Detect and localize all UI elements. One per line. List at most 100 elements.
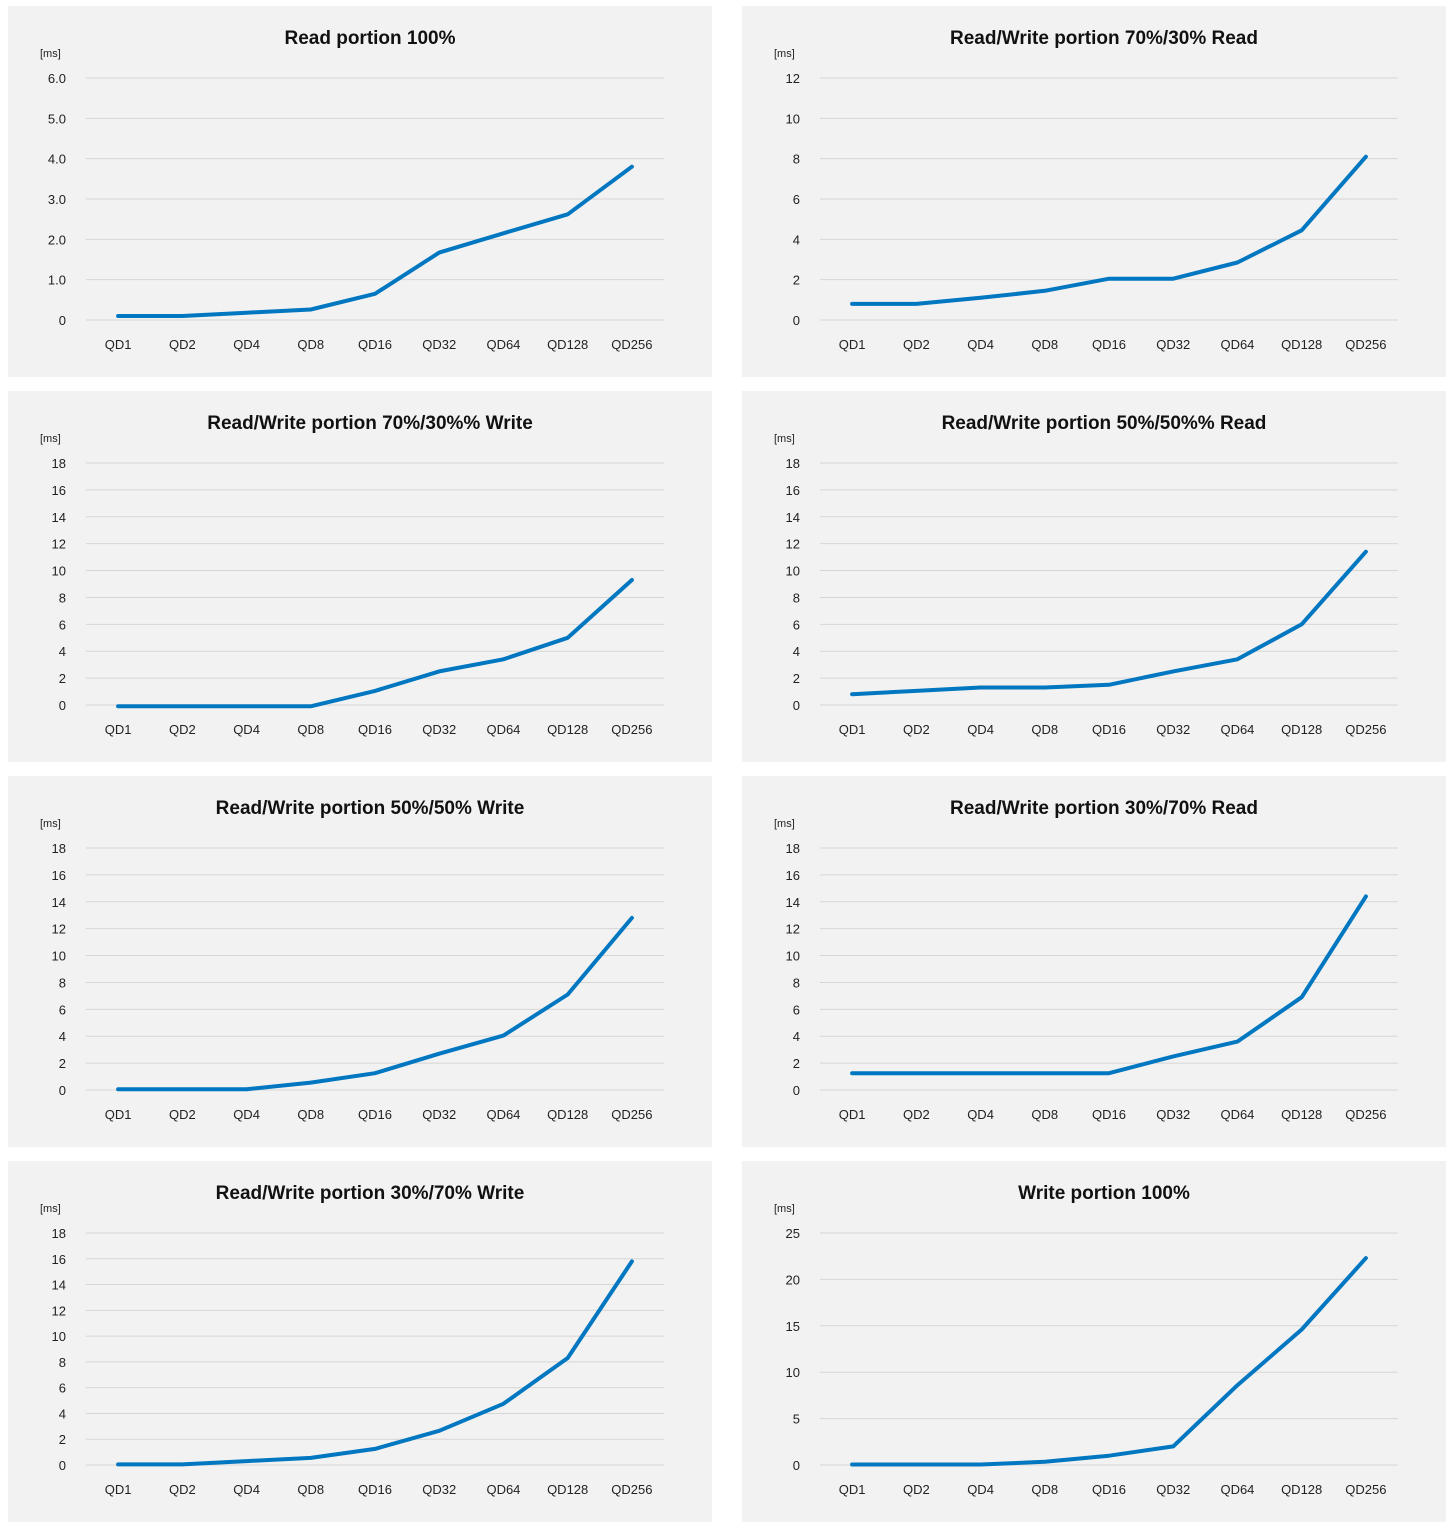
y-tick-label: 18	[52, 841, 66, 856]
x-tick-label: QD32	[422, 1482, 456, 1497]
y-tick-label: 3.0	[48, 192, 66, 207]
y-tick-label: 25	[786, 1226, 800, 1241]
chart-svg: Write portion 100% [ms] 0 5 10 15 20 25 QD1 QD2 QD…	[774, 1183, 1398, 1497]
y-axis-unit-label: [ms]	[40, 818, 61, 830]
y-tick-label: 10	[786, 1365, 800, 1380]
chart-svg: Read/Write portion 50%/50%% Read [ms] 0 2 4 6…	[774, 413, 1398, 737]
y-tick-label: 4	[793, 644, 800, 659]
chart-panel-rw-70-30-write: Read/Write portion 70%/30%% Write [ms] 0 2 4…	[8, 391, 712, 762]
x-tick-label: QD4	[233, 337, 260, 352]
y-tick-label: 0	[793, 698, 800, 713]
y-tick-label: 6.0	[48, 71, 66, 86]
x-tick-label: QD256	[1345, 1482, 1386, 1497]
y-tick-label: 5	[793, 1412, 800, 1427]
y-tick-label: 10	[786, 564, 800, 579]
y-tick-label: 14	[52, 895, 66, 910]
x-tick-label: QD8	[1031, 722, 1058, 737]
x-tick-label: QD32	[422, 722, 456, 737]
x-tick-label: QD64	[486, 1482, 520, 1497]
x-tick-label: QD1	[839, 1482, 866, 1497]
y-tick-label: 8	[793, 975, 800, 990]
y-tick-label: 14	[786, 895, 800, 910]
y-tick-label: 10	[786, 111, 800, 126]
x-tick-label: QD128	[1281, 1107, 1322, 1122]
y-tick-label: 10	[786, 949, 800, 964]
y-tick-label: 8	[59, 590, 66, 605]
x-tick-label: QD16	[358, 1107, 392, 1122]
x-tick-label: QD4	[967, 1107, 994, 1122]
y-tick-label: 12	[52, 922, 66, 937]
x-tick-label: QD128	[1281, 722, 1322, 737]
y-tick-label: 8	[793, 152, 800, 167]
x-tick-label: QD256	[1345, 337, 1386, 352]
y-tick-label: 1.0	[48, 273, 66, 288]
y-tick-label: 5.0	[48, 111, 66, 126]
y-tick-label: 16	[786, 483, 800, 498]
series-line	[850, 154, 1368, 306]
series-line	[116, 915, 634, 1092]
x-tick-label: QD2	[903, 1107, 930, 1122]
x-tick-label: QD256	[611, 1107, 652, 1122]
x-tick-label: QD8	[297, 722, 324, 737]
series-line	[850, 549, 1368, 697]
x-tick-label: QD64	[1220, 1107, 1254, 1122]
chart-panel-rw-50-50-read: Read/Write portion 50%/50%% Read [ms] 0 2 4 6…	[742, 391, 1446, 762]
y-tick-label: 16	[52, 868, 66, 883]
y-tick-label: 4	[793, 232, 800, 247]
x-tick-label: QD256	[1345, 722, 1386, 737]
y-tick-label: 6	[59, 1002, 66, 1017]
y-tick-label: 14	[786, 510, 800, 525]
y-tick-label: 18	[52, 1226, 66, 1241]
x-tick-label: QD2	[903, 1482, 930, 1497]
y-tick-label: 16	[52, 483, 66, 498]
chart-title: Read/Write portion 50%/50%% Read	[942, 413, 1267, 434]
x-tick-label: QD16	[1092, 1482, 1126, 1497]
chart-svg: Read/Write portion 50%/50% Write [ms] 0 2 4 6…	[40, 798, 664, 1122]
x-tick-label: QD256	[1345, 1107, 1386, 1122]
y-tick-label: 0	[793, 1083, 800, 1098]
x-tick-label: QD128	[1281, 337, 1322, 352]
y-tick-label: 2	[793, 273, 800, 288]
y-axis-unit-label: [ms]	[774, 48, 795, 60]
x-tick-label: QD16	[358, 337, 392, 352]
y-axis-unit-label: [ms]	[40, 433, 61, 445]
x-tick-label: QD32	[1156, 722, 1190, 737]
y-tick-label: 2	[793, 1056, 800, 1071]
chart-panel-rw-70-30-read: Read/Write portion 70%/30% Read [ms] 0 2 4 6 8…	[742, 6, 1446, 377]
y-tick-label: 2	[59, 1056, 66, 1071]
x-tick-label: QD16	[358, 1482, 392, 1497]
x-tick-label: QD64	[1220, 337, 1254, 352]
y-tick-label: 14	[52, 510, 66, 525]
x-tick-label: QD8	[297, 1482, 324, 1497]
y-axis-unit-label: [ms]	[774, 433, 795, 445]
x-tick-label: QD64	[486, 337, 520, 352]
x-tick-label: QD16	[1092, 1107, 1126, 1122]
x-tick-label: QD64	[1220, 722, 1254, 737]
chart-panel-write-100: Write portion 100% [ms] 0 5 10 15 20 25 QD1 QD2 QD…	[742, 1161, 1446, 1522]
y-tick-label: 18	[52, 456, 66, 471]
y-tick-label: 6	[793, 617, 800, 632]
y-axis-unit-label: [ms]	[40, 1203, 61, 1215]
chart-svg: Read/Write portion 70%/30%% Write [ms] 0 2 4…	[40, 413, 664, 737]
y-tick-label: 4	[59, 644, 66, 659]
x-tick-label: QD64	[1220, 1482, 1254, 1497]
x-tick-label: QD8	[1031, 337, 1058, 352]
y-tick-label: 6	[793, 1002, 800, 1017]
chart-panel-read-100: Read portion 100% [ms] 0 1.0 2.0 3.0 4.0 5.0 6.0…	[8, 6, 712, 377]
y-tick-label: 8	[59, 1355, 66, 1370]
x-tick-label: QD128	[1281, 1482, 1322, 1497]
chart-title: Read/Write portion 70%/30%% Write	[207, 413, 533, 434]
chart-svg: Read portion 100% [ms] 0 1.0 2.0 3.0 4.0 5.0 6.0…	[40, 28, 664, 352]
x-tick-label: QD4	[967, 1482, 994, 1497]
y-tick-label: 10	[52, 564, 66, 579]
y-axis-unit-label: [ms]	[774, 1203, 795, 1215]
y-tick-label: 0	[59, 313, 66, 328]
y-tick-label: 4	[59, 1029, 66, 1044]
x-tick-label: QD256	[611, 722, 652, 737]
y-tick-label: 12	[786, 71, 800, 86]
chart-title: Read/Write portion 30%/70% Write	[216, 1183, 525, 1204]
x-tick-label: QD4	[233, 722, 260, 737]
y-tick-label: 2	[59, 1432, 66, 1447]
x-tick-label: QD8	[297, 337, 324, 352]
series-line	[850, 1256, 1368, 1467]
